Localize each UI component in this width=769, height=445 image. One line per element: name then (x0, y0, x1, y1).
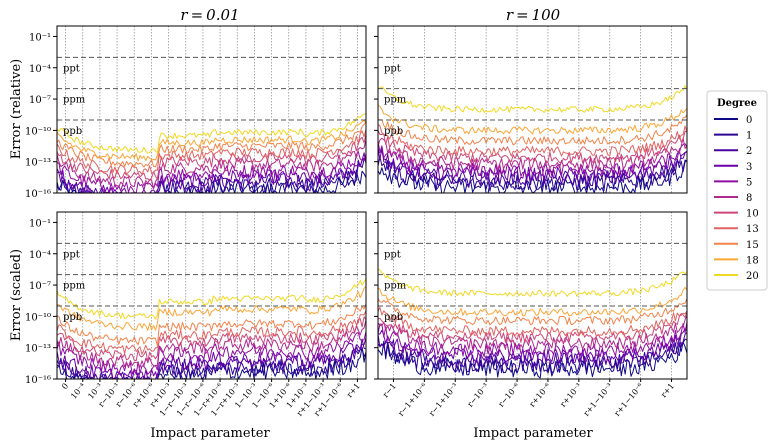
series-line-degree-20 (378, 269, 687, 297)
series-line-degree-20 (57, 278, 366, 320)
series-line-degree-13 (378, 124, 687, 157)
series-line-degree-0 (378, 340, 687, 379)
axes-frame (377, 211, 688, 380)
series-line-degree-1 (57, 348, 366, 379)
series-group (378, 269, 687, 379)
y-tick-label: 10⁻¹ (29, 32, 51, 43)
series-line-degree-13 (57, 129, 366, 175)
reference-label-ppb: ppb (384, 126, 403, 137)
series-line-degree-18 (378, 286, 687, 317)
reference-label-ppm: ppm (384, 281, 407, 292)
series-line-degree-2 (57, 157, 366, 193)
x-tick-label: r+10⁻³ (558, 382, 583, 409)
panel-top-right: ppt ppm ppb (374, 25, 688, 194)
legend-label-degree-13: 13 (746, 224, 759, 235)
x-axis-label-right: Impact parameter (473, 426, 593, 441)
y-axis-label-bottom: Error (scaled) (9, 249, 24, 341)
series-line-degree-8 (378, 137, 687, 171)
series-line-degree-8 (57, 139, 366, 189)
series-line-degree-20 (378, 85, 687, 114)
x-tick-label: 0 (60, 382, 70, 392)
x-tick-label: r+1−10⁻³ (582, 382, 615, 418)
legend-label-degree-2: 2 (746, 146, 752, 157)
series-line-degree-15 (378, 297, 687, 326)
y-tick-label: 10⁻⁷ (29, 95, 51, 106)
legend-label-degree-0: 0 (746, 115, 752, 126)
panel-bottom-right: ppt ppm ppb r−1r−1+10⁻⁶r−1+10⁻³ r−10⁻³ r−10⁻⁶… (374, 211, 688, 418)
x-tick-label: r+10⁻⁶ (528, 382, 553, 409)
reference-label-ppt: ppt (63, 249, 80, 260)
legend-box (706, 90, 768, 291)
reference-label-ppb: ppb (384, 312, 403, 323)
x-axis-label-left: Impact parameter (150, 426, 270, 441)
x-tick-label: r−10⁻³ (466, 382, 491, 409)
legend-label-degree-18: 18 (746, 255, 759, 266)
x-tick-label: r−1 (381, 382, 398, 400)
reference-label-ppt: ppt (63, 63, 80, 74)
reference-label-ppt: ppt (384, 63, 401, 74)
legend: Degree 0 1 2 3 5 8 10 13 15 18 20 (706, 90, 768, 291)
legend-label-degree-3: 3 (746, 162, 752, 173)
axes-frame (377, 25, 688, 194)
legend-label-degree-20: 20 (746, 271, 759, 282)
series-line-degree-15 (57, 121, 366, 168)
series-line-degree-3 (57, 152, 366, 193)
x-tick-label: 10⁻⁴ (69, 382, 87, 401)
panel-bottom-left: pptppmppb10⁻¹⁶10⁻¹³10⁻¹⁰10⁻⁷10⁻⁴10⁻¹010⁻… (25, 211, 367, 418)
panel-title-right: r = 100 (506, 6, 561, 24)
series-line-degree-2 (378, 332, 687, 369)
panel-top-left: ppt ppm ppb 10⁻¹⁶ 10⁻¹³ 10⁻¹⁰ 10⁻⁷ 10⁻⁴ 10⁻¹ (25, 25, 367, 200)
series-line-degree-15 (57, 303, 366, 347)
x-tick-label: r−10⁻⁶ (497, 382, 522, 409)
series-line-degree-18 (378, 104, 687, 135)
series-group (57, 278, 366, 379)
y-tick-label: 10⁻¹⁰ (25, 312, 51, 323)
reference-label-ppb: ppb (63, 126, 82, 137)
series-group (57, 113, 366, 193)
series-line-degree-13 (378, 306, 687, 337)
y-tick-label: 10⁻⁴ (29, 250, 51, 261)
legend-label-degree-10: 10 (746, 209, 759, 220)
legend-label-degree-5: 5 (746, 177, 752, 188)
legend-title: Degree (717, 98, 757, 109)
series-line-degree-3 (378, 146, 687, 183)
series-line-degree-8 (378, 315, 687, 350)
x-tick-label: r+1−10⁻⁶ (613, 382, 646, 418)
y-tick-label: 10⁻⁴ (29, 64, 51, 75)
series-line-degree-20 (57, 113, 366, 154)
axes-frame (56, 211, 367, 380)
series-line-degree-0 (57, 346, 366, 379)
x-tick-label: r−1+10⁻³ (427, 382, 460, 418)
reference-label-ppm: ppm (384, 95, 407, 106)
series-line-degree-18 (57, 285, 366, 331)
series-line-degree-15 (378, 114, 687, 146)
reference-label-ppt: ppt (384, 249, 401, 260)
reference-label-ppm: ppm (63, 95, 86, 106)
y-axis-label-top: Error (relative) (9, 59, 24, 159)
series-line-degree-2 (57, 338, 366, 379)
series-line-degree-5 (57, 151, 366, 193)
x-tick-label: r+1 (659, 382, 676, 400)
series-line-degree-18 (57, 119, 366, 162)
y-tick-label: 10⁻¹⁶ (25, 375, 51, 386)
y-tick-label: 10⁻⁷ (29, 281, 51, 292)
legend-label-degree-8: 8 (746, 193, 752, 204)
series-line-degree-13 (57, 310, 366, 355)
y-tick-label: 10⁻¹³ (25, 158, 51, 169)
series-line-degree-10 (378, 130, 687, 164)
y-tick-label: 10⁻¹³ (25, 344, 51, 355)
x-tick-label: r+1 (345, 382, 362, 400)
y-tick-label: 10⁻¹ (29, 218, 51, 229)
y-tick-label: 10⁻¹⁶ (25, 189, 51, 200)
legend-label-degree-15: 15 (746, 240, 759, 251)
reference-label-ppb: ppb (63, 312, 82, 323)
axes-frame (56, 25, 367, 194)
series-group (378, 85, 687, 193)
x-tick-label: r−1+10⁻⁶ (396, 382, 429, 418)
y-tick-label: 10⁻¹⁰ (25, 126, 51, 137)
panel-title-left: r = 0.01 (180, 6, 239, 24)
legend-label-degree-1: 1 (746, 131, 752, 142)
reference-label-ppm: ppm (63, 281, 86, 292)
